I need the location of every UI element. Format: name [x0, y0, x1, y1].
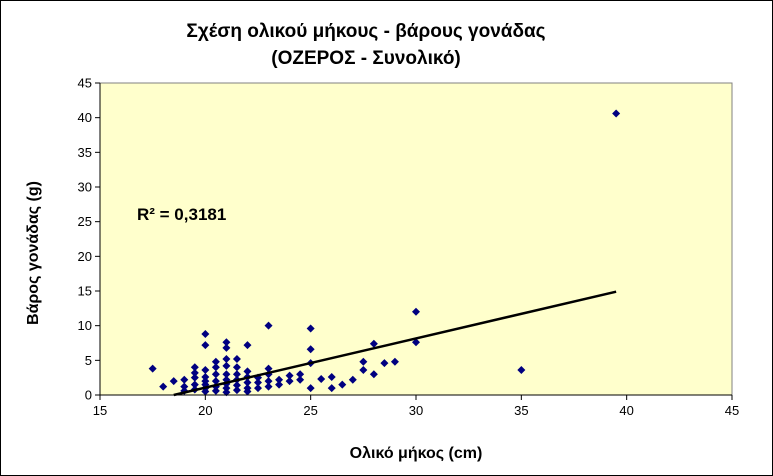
data-point — [369, 370, 378, 379]
data-point — [222, 388, 231, 397]
data-point — [243, 378, 252, 387]
data-point — [327, 372, 336, 381]
data-point — [296, 370, 305, 379]
data-point — [201, 377, 210, 386]
data-point — [201, 329, 210, 338]
x-axis-ticks: 15 20 25 30 35 40 45 — [93, 395, 739, 418]
x-tick-label: 15 — [93, 403, 107, 418]
data-point — [243, 384, 252, 393]
data-point — [222, 361, 231, 370]
y-tick-label: 0 — [85, 388, 92, 403]
data-point — [190, 373, 199, 382]
data-point — [222, 354, 231, 363]
x-tick-label: 40 — [619, 403, 633, 418]
data-point — [232, 354, 241, 363]
trendline-group — [173, 290, 617, 397]
chart-subtitle: (ΟΖΕΡΟΣ - Συνολικό) — [271, 48, 461, 69]
data-point — [275, 375, 284, 384]
data-point — [612, 109, 621, 118]
data-point — [232, 381, 241, 390]
data-point — [517, 366, 526, 375]
data-point — [359, 357, 368, 366]
data-point — [412, 307, 420, 316]
data-point — [306, 324, 315, 333]
data-point — [254, 384, 262, 393]
y-tick-label: 20 — [78, 249, 92, 264]
data-point — [211, 370, 220, 379]
data-point — [285, 377, 294, 386]
x-tick-label: 20 — [198, 403, 212, 418]
data-point — [285, 371, 294, 380]
data-point — [211, 377, 220, 386]
data-point — [201, 372, 210, 381]
x-axis-label: Ολικό μήκος (cm) — [350, 445, 483, 462]
data-point — [264, 364, 273, 373]
data-point — [211, 357, 220, 366]
data-point — [264, 382, 273, 391]
data-point — [348, 375, 357, 384]
data-point — [390, 357, 399, 366]
data-point — [232, 370, 241, 379]
y-tick-label: 35 — [78, 145, 92, 160]
data-point — [169, 377, 178, 386]
data-point — [254, 378, 262, 387]
y-tick-label: 5 — [85, 353, 92, 368]
y-axis-ticks: 0 5 10 15 20 25 30 35 40 45 — [78, 76, 100, 403]
data-point — [232, 363, 241, 372]
data-point — [306, 345, 315, 354]
data-point — [211, 363, 220, 372]
data-point — [296, 375, 305, 384]
trendline — [173, 290, 617, 397]
data-point — [190, 380, 199, 389]
data-point — [222, 338, 231, 347]
data-point — [190, 368, 199, 377]
y-axis-label: Βάρος γονάδας (g) — [25, 181, 42, 325]
data-point — [317, 375, 326, 384]
x-tick-label: 25 — [303, 403, 317, 418]
data-point — [359, 366, 368, 375]
data-point — [264, 377, 273, 386]
chart-title: Σχέση ολικού μήκους - βάρους γονάδας — [186, 21, 545, 42]
data-point — [159, 382, 168, 391]
plot-area — [99, 82, 733, 396]
y-tick-label: 30 — [78, 180, 92, 195]
data-point — [232, 386, 241, 395]
x-tick-label: 30 — [409, 403, 423, 418]
y-tick-label: 25 — [78, 214, 92, 229]
data-point — [306, 384, 315, 393]
data-point — [412, 338, 420, 347]
y-tick-label: 40 — [78, 110, 92, 125]
y-tick-label: 15 — [78, 284, 92, 299]
data-point — [264, 321, 273, 330]
data-point — [222, 343, 231, 352]
data-point — [380, 359, 389, 368]
data-point — [201, 341, 210, 350]
data-point — [201, 366, 210, 375]
data-point — [243, 367, 252, 376]
data-point — [211, 386, 220, 395]
y-tick-label: 10 — [78, 318, 92, 333]
data-point — [327, 384, 336, 393]
data-point — [148, 364, 157, 373]
y-tick-label: 45 — [78, 76, 92, 91]
data-point — [222, 384, 231, 393]
data-point — [180, 375, 189, 384]
x-tick-label: 35 — [514, 403, 528, 418]
x-tick-label: 45 — [725, 403, 739, 418]
data-point — [222, 370, 231, 379]
data-point — [180, 382, 189, 391]
data-point — [369, 339, 378, 348]
data-point — [243, 341, 252, 350]
data-point — [275, 380, 284, 389]
r-squared-label: R² = 0,3181 — [137, 205, 226, 224]
data-point — [190, 363, 199, 372]
data-point — [338, 380, 347, 389]
